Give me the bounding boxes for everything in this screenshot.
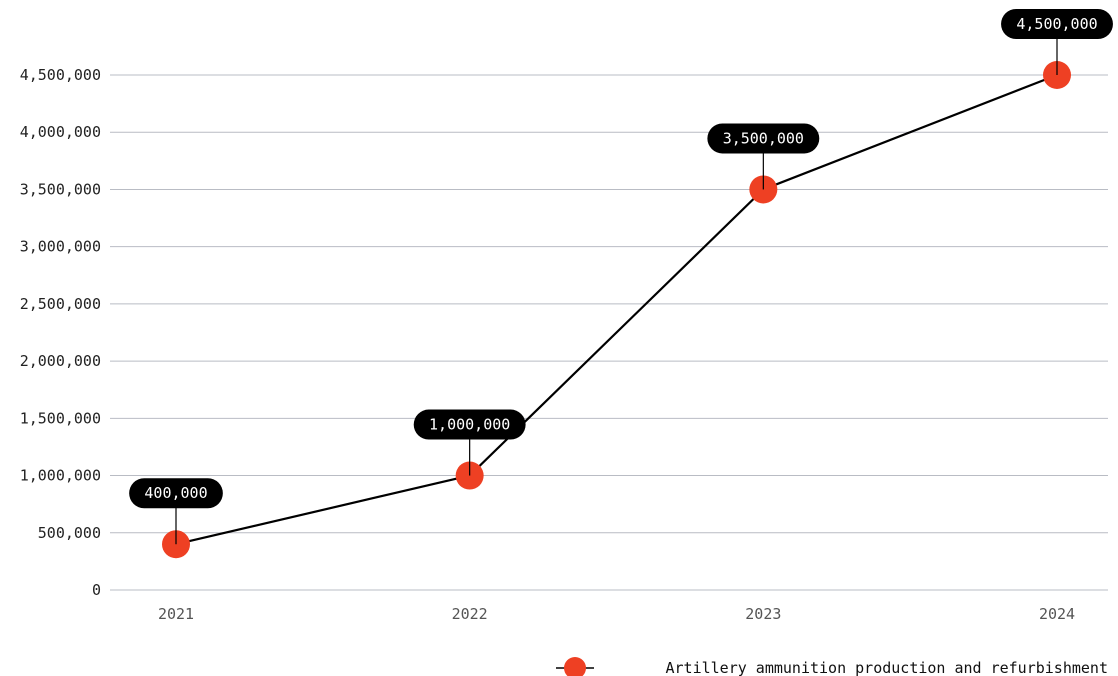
- data-label: 3,500,000: [723, 129, 804, 147]
- series-line-layer: [175, 73, 1058, 546]
- y-tick-label: 1,000,000: [20, 467, 101, 485]
- x-axis-ticks: 2021 2022 2023 2024: [158, 605, 1075, 623]
- y-tick-label: 4,500,000: [20, 66, 101, 84]
- y-tick-label: 2,000,000: [20, 352, 101, 370]
- legend-marker-icon: [564, 657, 586, 676]
- data-label-bg: [1001, 9, 1113, 39]
- series-line: [175, 73, 1058, 546]
- data-labels: 400,000 1,000,000 3,500,000 4,500,000: [129, 9, 1113, 545]
- y-tick-label: 3,000,000: [20, 238, 101, 256]
- grid-lines: [110, 74, 1108, 591]
- y-axis-ticks: 0 500,000 1,000,000 1,500,000 2,000,000 2,500…: [20, 66, 101, 599]
- x-tick-label: 2024: [1039, 605, 1075, 623]
- y-tick-label: 0: [92, 581, 101, 599]
- y-tick-label: 1,500,000: [20, 409, 101, 427]
- series-points: [162, 61, 1071, 559]
- data-label-bg: [707, 123, 820, 154]
- data-label-bg: [129, 478, 223, 509]
- legend-label[interactable]: Artillery ammunition production and refu…: [665, 659, 1108, 676]
- data-label: 4,500,000: [1016, 15, 1097, 33]
- y-tick-label: 3,500,000: [20, 180, 101, 198]
- data-label: 400,000: [144, 484, 207, 502]
- data-label-bg: [413, 409, 526, 440]
- y-tick-label: 2,500,000: [20, 295, 101, 313]
- x-tick-label: 2022: [452, 605, 488, 623]
- y-tick-label: 4,000,000: [20, 123, 101, 141]
- legend[interactable]: Artillery ammunition production and refu…: [556, 657, 1108, 676]
- data-label: 1,000,000: [429, 416, 510, 434]
- y-tick-label: 500,000: [38, 524, 101, 542]
- x-tick-label: 2023: [745, 605, 781, 623]
- x-tick-label: 2021: [158, 605, 194, 623]
